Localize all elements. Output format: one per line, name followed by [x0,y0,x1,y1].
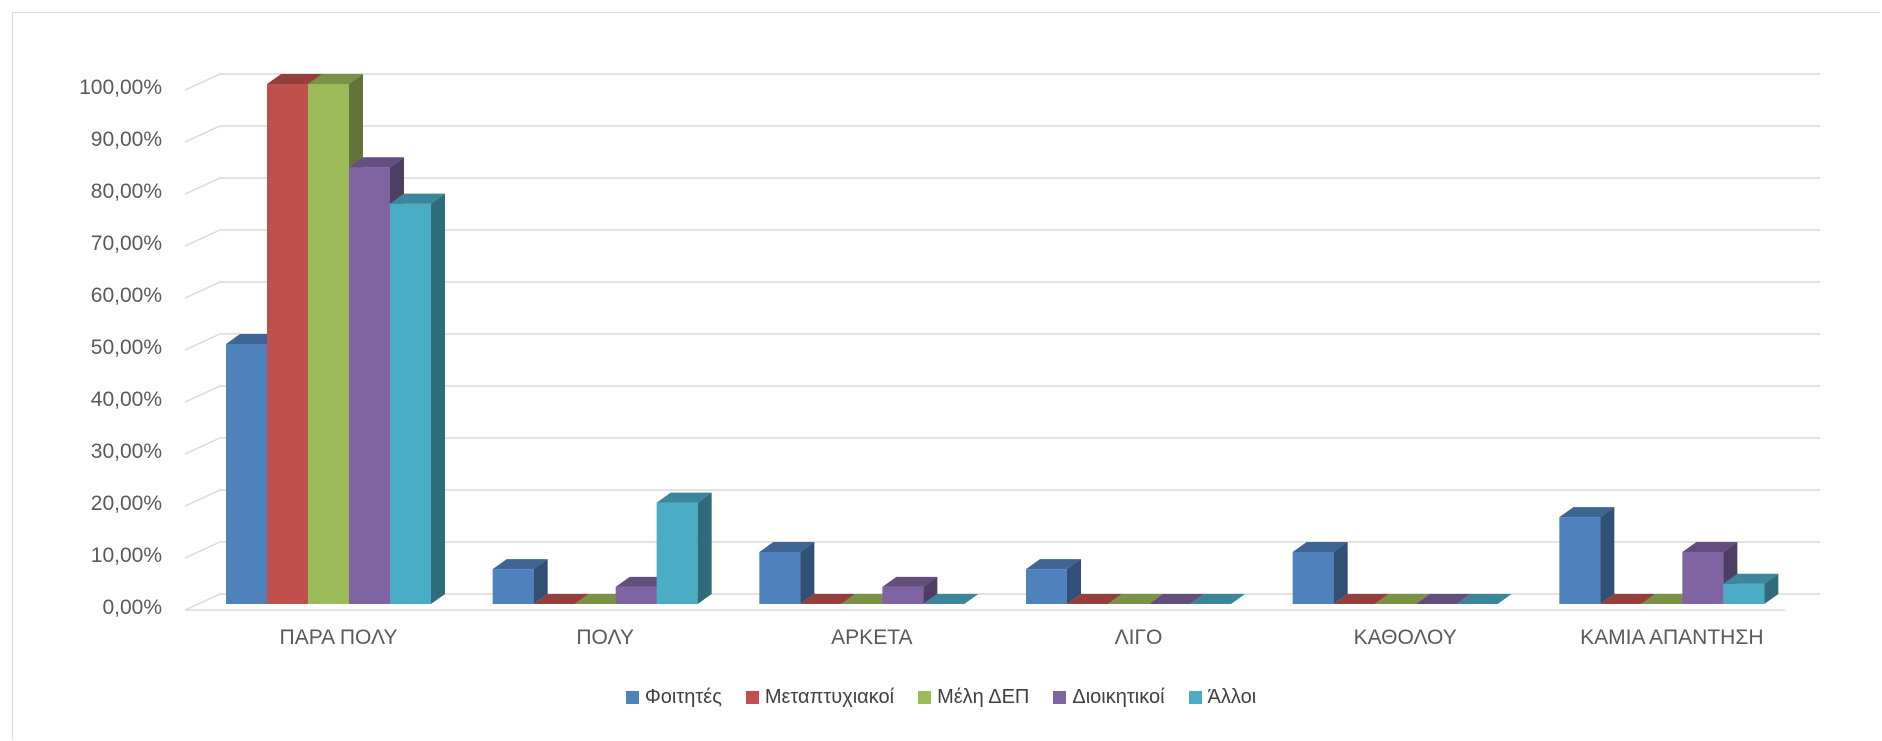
gridline-side [184,73,221,91]
bar-side [1067,559,1081,604]
bar-side [800,542,815,604]
legend: Φοιτητές Μεταπτυχιακοί Μέλη ΔΕΠ Διοικητι… [0,686,1882,709]
x-tick-label: ΚΑΘΟΛΟΥ [1354,626,1457,649]
x-tick-label: ΑΡΚΕΤΑ [831,626,912,649]
y-tick-label: 20,00% [91,492,162,515]
bar-side [1333,542,1348,604]
gridline-side [184,489,221,507]
bar-top [1190,594,1245,604]
legend-item-alloi[interactable]: Άλλοι [1188,686,1257,709]
bar-top [1456,594,1512,604]
x-tick-label: ΛΙΓΟ [1115,626,1163,649]
bar [656,502,698,604]
bar-top [1415,594,1471,604]
gridline-side [184,593,221,611]
bar-side [1764,573,1779,604]
bar-top [1149,594,1204,604]
gridline-side [184,437,221,455]
bar-top [1067,594,1122,604]
bar [492,569,534,604]
legend-swatch [1188,691,1202,704]
y-tick-label: 70,00% [91,232,162,255]
legend-label: Διοικητικοί [1072,686,1165,708]
bar-side [697,492,712,604]
bar-top [390,193,445,204]
legend-item-foitites[interactable]: Φοιτητές [625,686,722,709]
y-tick-label: 0,00% [102,596,162,619]
legend-item-metaptyxiakoi[interactable]: Μεταπτυχιακοί [745,686,895,709]
y-tick-label: 40,00% [91,388,162,411]
gridline-side [184,229,221,247]
bar-top [1559,507,1615,518]
y-tick-label: 30,00% [91,440,162,463]
bar [349,167,390,604]
bar-top [759,542,815,552]
legend-label: Μεταπτυχιακοί [764,686,895,708]
legend-label: Φοιτητές [644,686,722,708]
x-tick-label: ΠΟΛΥ [576,626,634,649]
y-tick-label: 100,00% [79,76,162,99]
bar-top [1723,573,1779,584]
chart-frame [12,12,1880,740]
y-tick-label: 90,00% [91,128,162,151]
bar-side [533,559,548,604]
bar [759,552,801,604]
legend-label: Μέλη ΔΕΠ [937,686,1030,708]
bar-top [923,594,979,604]
legend-swatch [918,691,932,704]
gridline-side [184,125,221,143]
legend-item-meli-dep[interactable]: Μέλη ΔΕΠ [918,686,1029,709]
bar-top [308,74,363,84]
legend-swatch [745,691,759,704]
gridline-side [184,541,221,559]
bar-top [533,594,589,604]
gridline-side [184,177,221,195]
bar-top [800,594,856,604]
bar [1723,583,1765,604]
bar-side [923,576,938,604]
x-tick-label: ΠΑΡΑ ΠΟΛΥ [280,626,398,649]
bar-top [1374,594,1430,604]
y-tick-label: 80,00% [91,180,162,203]
bar [1559,517,1601,604]
bar-top [267,74,322,84]
legend-swatch [625,691,639,704]
gridline-side [184,385,221,403]
y-tick-label: 50,00% [91,336,162,359]
gridline-side [184,333,221,351]
bar [882,586,924,604]
legend-label: Άλλοι [1207,686,1257,708]
bar-top [1682,542,1738,552]
bar [267,84,308,604]
bar-top [492,559,548,570]
bar-top [1108,594,1163,604]
legend-swatch [1053,691,1067,704]
y-tick-label: 10,00% [91,544,162,567]
legend-item-dioikitikoi[interactable]: Διοικητικοί [1053,686,1165,709]
bar [308,84,349,604]
x-tick-label: ΚΑΜΙΑ ΑΠΑΝΤΗΣΗ [1580,626,1763,649]
bar-top [656,492,712,503]
y-tick-label: 60,00% [91,284,162,307]
bar-top [1292,542,1348,552]
bar-top [1026,559,1081,570]
bar [226,344,267,604]
bar-top [349,157,404,168]
bar [615,586,657,604]
bar-top [882,576,938,587]
bar [390,203,431,604]
bar [1292,552,1334,604]
bar-top [1333,594,1389,604]
bar-top [1600,594,1656,604]
bar-side [1600,507,1615,604]
bar-side [431,193,445,604]
gridline-side [184,281,221,299]
bar [1682,552,1724,604]
bar [1026,569,1067,604]
